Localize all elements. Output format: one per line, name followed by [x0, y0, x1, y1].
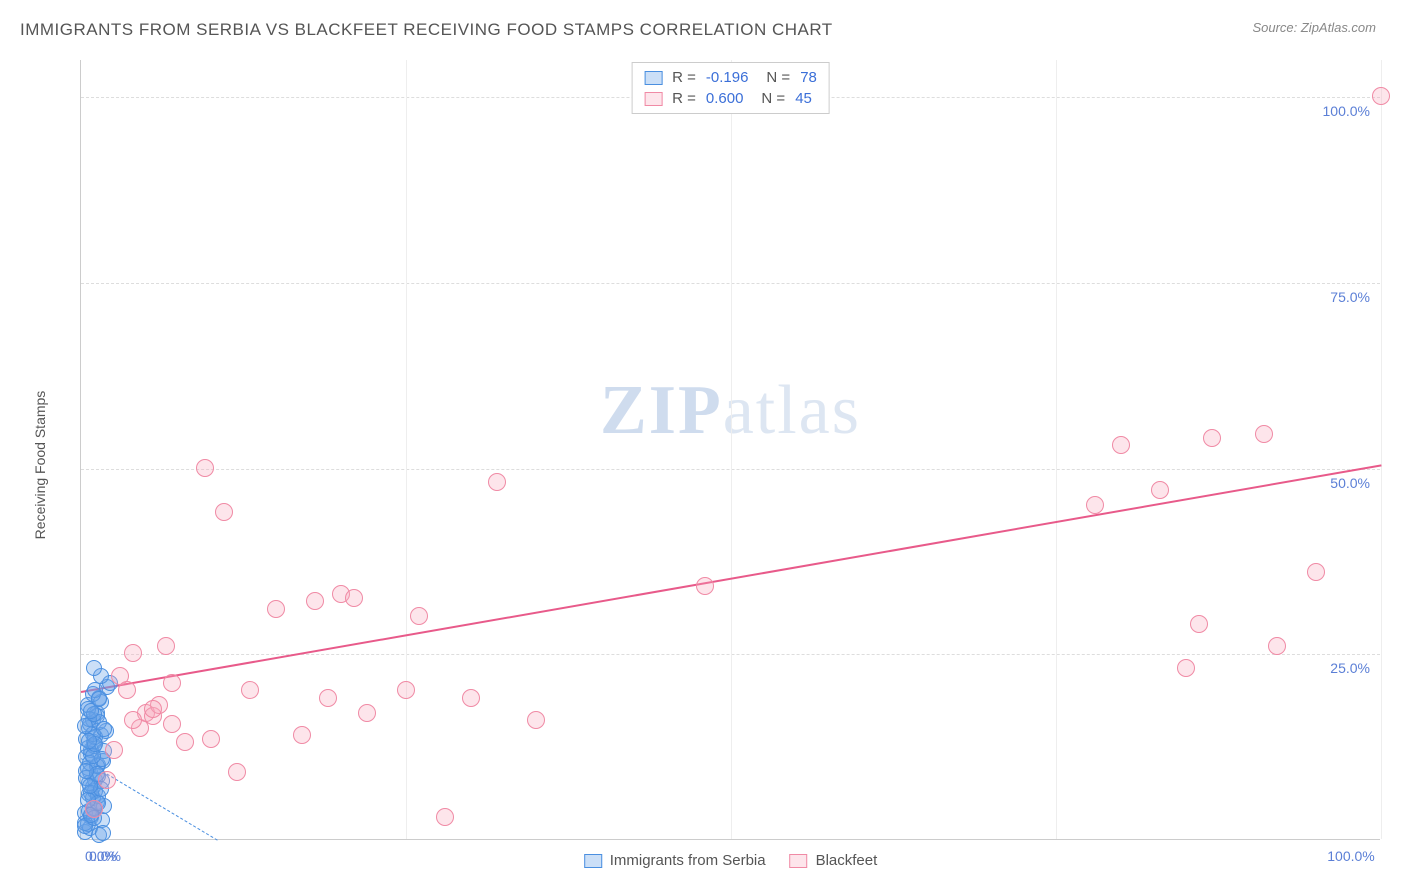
stats-n-value: 78 — [800, 69, 817, 86]
data-point — [397, 681, 415, 699]
data-point — [124, 711, 142, 729]
data-point — [1203, 429, 1221, 447]
data-point — [1255, 425, 1273, 443]
data-point — [118, 681, 136, 699]
header: IMMIGRANTS FROM SERBIA VS BLACKFEET RECE… — [0, 0, 1406, 50]
gridline-vertical — [406, 60, 407, 839]
data-point — [1268, 637, 1286, 655]
data-point — [78, 763, 94, 779]
data-point — [1177, 659, 1195, 677]
source-label: Source: — [1252, 20, 1300, 35]
data-point — [228, 763, 246, 781]
data-point — [358, 704, 376, 722]
data-point — [293, 726, 311, 744]
stats-box: R = -0.196 N = 78 R = 0.600 N = 45 — [631, 62, 830, 114]
data-point — [144, 700, 162, 718]
gridline-vertical — [1056, 60, 1057, 839]
data-point — [215, 503, 233, 521]
y-tick-label: 75.0% — [1330, 289, 1370, 305]
legend-item: Blackfeet — [790, 852, 878, 869]
legend-swatch — [790, 854, 808, 868]
data-point — [163, 674, 181, 692]
data-point — [1190, 615, 1208, 633]
gridline-vertical — [1381, 60, 1382, 839]
data-point — [98, 771, 116, 789]
y-tick-label: 50.0% — [1330, 475, 1370, 491]
stats-r-value: -0.196 — [706, 69, 749, 86]
data-point — [157, 637, 175, 655]
legend-swatch — [644, 92, 662, 106]
stats-row: R = 0.600 N = 45 — [644, 88, 817, 109]
data-point — [436, 808, 454, 826]
stats-r-label: R = — [672, 69, 696, 86]
y-axis-label: Receiving Food Stamps — [32, 391, 48, 540]
data-point — [202, 730, 220, 748]
stats-r-value: 0.600 — [706, 90, 744, 107]
data-point — [241, 681, 259, 699]
legend-item: Immigrants from Serbia — [584, 852, 766, 869]
stats-n-label: N = — [766, 69, 790, 86]
bottom-legend: Immigrants from Serbia Blackfeet — [584, 852, 878, 869]
data-point — [267, 600, 285, 618]
data-point — [1151, 481, 1169, 499]
data-point — [105, 741, 123, 759]
chart-title: IMMIGRANTS FROM SERBIA VS BLACKFEET RECE… — [20, 20, 833, 40]
data-point — [124, 644, 142, 662]
stats-n-value: 45 — [795, 90, 812, 107]
data-point — [1112, 436, 1130, 454]
plot-area: ZIPatlas 0.0%25.0%50.0%75.0%100.0%0.0%10… — [80, 60, 1380, 840]
stats-r-label: R = — [672, 90, 696, 107]
legend-swatch — [644, 71, 662, 85]
data-point — [488, 473, 506, 491]
data-point — [306, 592, 324, 610]
data-point — [319, 689, 337, 707]
gridline-vertical — [731, 60, 732, 839]
data-point — [95, 825, 111, 841]
data-point — [462, 689, 480, 707]
legend-swatch — [584, 854, 602, 868]
data-point — [81, 733, 97, 749]
legend-label: Blackfeet — [816, 852, 878, 869]
y-tick-label: 25.0% — [1330, 660, 1370, 676]
data-point — [176, 733, 194, 751]
stats-n-label: N = — [761, 90, 785, 107]
data-point — [86, 660, 102, 676]
chart-container: Receiving Food Stamps ZIPatlas 0.0%25.0%… — [50, 60, 1390, 870]
data-point — [96, 721, 112, 737]
x-tick-label: 0.0% — [85, 848, 117, 864]
data-point — [85, 800, 103, 818]
x-tick-label: 100.0% — [1327, 848, 1374, 864]
data-point — [163, 715, 181, 733]
y-tick-label: 100.0% — [1323, 103, 1370, 119]
source-citation: Source: ZipAtlas.com — [1252, 20, 1376, 35]
data-point — [1086, 496, 1104, 514]
data-point — [1307, 563, 1325, 581]
data-point — [1372, 87, 1390, 105]
data-point — [410, 607, 428, 625]
stats-row: R = -0.196 N = 78 — [644, 67, 817, 88]
data-point — [345, 589, 363, 607]
data-point — [196, 459, 214, 477]
data-point — [527, 711, 545, 729]
source-value: ZipAtlas.com — [1301, 20, 1376, 35]
legend-label: Immigrants from Serbia — [610, 852, 766, 869]
data-point — [696, 577, 714, 595]
